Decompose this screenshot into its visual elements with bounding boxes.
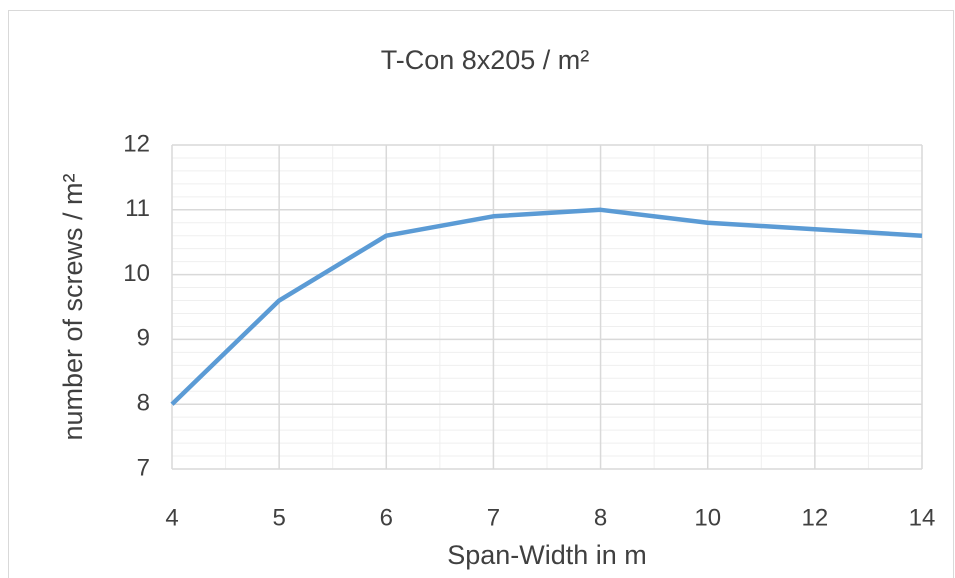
line-series xyxy=(170,207,923,406)
x-tick-label: 4 xyxy=(165,504,178,531)
x-tick-label: 8 xyxy=(594,504,607,531)
x-tick-label: 14 xyxy=(909,504,936,531)
y-tick-label: 12 xyxy=(123,130,150,157)
y-tick-label: 9 xyxy=(137,325,150,352)
chart-frame xyxy=(8,10,954,578)
y-tick-label: 8 xyxy=(137,390,150,417)
y-tick-label: 10 xyxy=(123,260,150,287)
x-tick-label: 12 xyxy=(802,504,829,531)
y-tick-label: 11 xyxy=(125,195,150,222)
y-axis-title: number of screws / m² xyxy=(58,173,88,440)
x-tick-label: 10 xyxy=(694,504,721,531)
y-tick-label: 7 xyxy=(137,454,150,481)
chart-title: T-Con 8x205 / m² xyxy=(381,45,590,75)
x-tick-label: 7 xyxy=(487,504,500,531)
x-axis-title: Span-Width in m xyxy=(447,540,647,570)
x-tick-label: 5 xyxy=(272,504,285,531)
x-tick-label: 6 xyxy=(380,504,393,531)
